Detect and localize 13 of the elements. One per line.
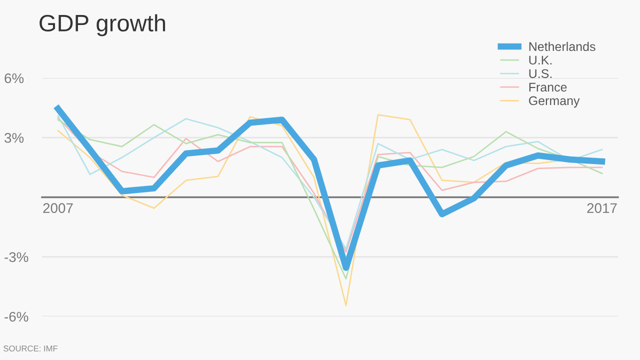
legend-label: Netherlands: [529, 42, 596, 52]
y-tick-label: -3%: [4, 252, 28, 262]
chart-title: GDP growth: [40, 14, 166, 36]
legend-label: U.K.: [529, 56, 552, 65]
source-note: SOURCE: IMF: [4, 346, 58, 352]
y-tick-label: -6%: [4, 312, 28, 322]
legend-label: France: [529, 82, 567, 92]
legend-label: U.S.: [529, 69, 552, 78]
x-tick-label: 2017: [587, 203, 617, 214]
x-tick-label: 2007: [43, 203, 73, 214]
y-tick-label: 6%: [4, 73, 24, 84]
y-tick-label: 3%: [4, 132, 24, 143]
legend-label: Germany: [528, 96, 580, 108]
